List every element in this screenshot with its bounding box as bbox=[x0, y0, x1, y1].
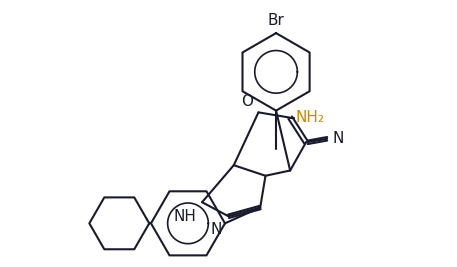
Text: NH₂: NH₂ bbox=[295, 110, 324, 125]
Text: NH: NH bbox=[174, 209, 197, 224]
Text: N: N bbox=[332, 131, 344, 146]
Text: O: O bbox=[241, 94, 253, 109]
Text: Br: Br bbox=[268, 13, 285, 28]
Text: N: N bbox=[210, 222, 222, 237]
